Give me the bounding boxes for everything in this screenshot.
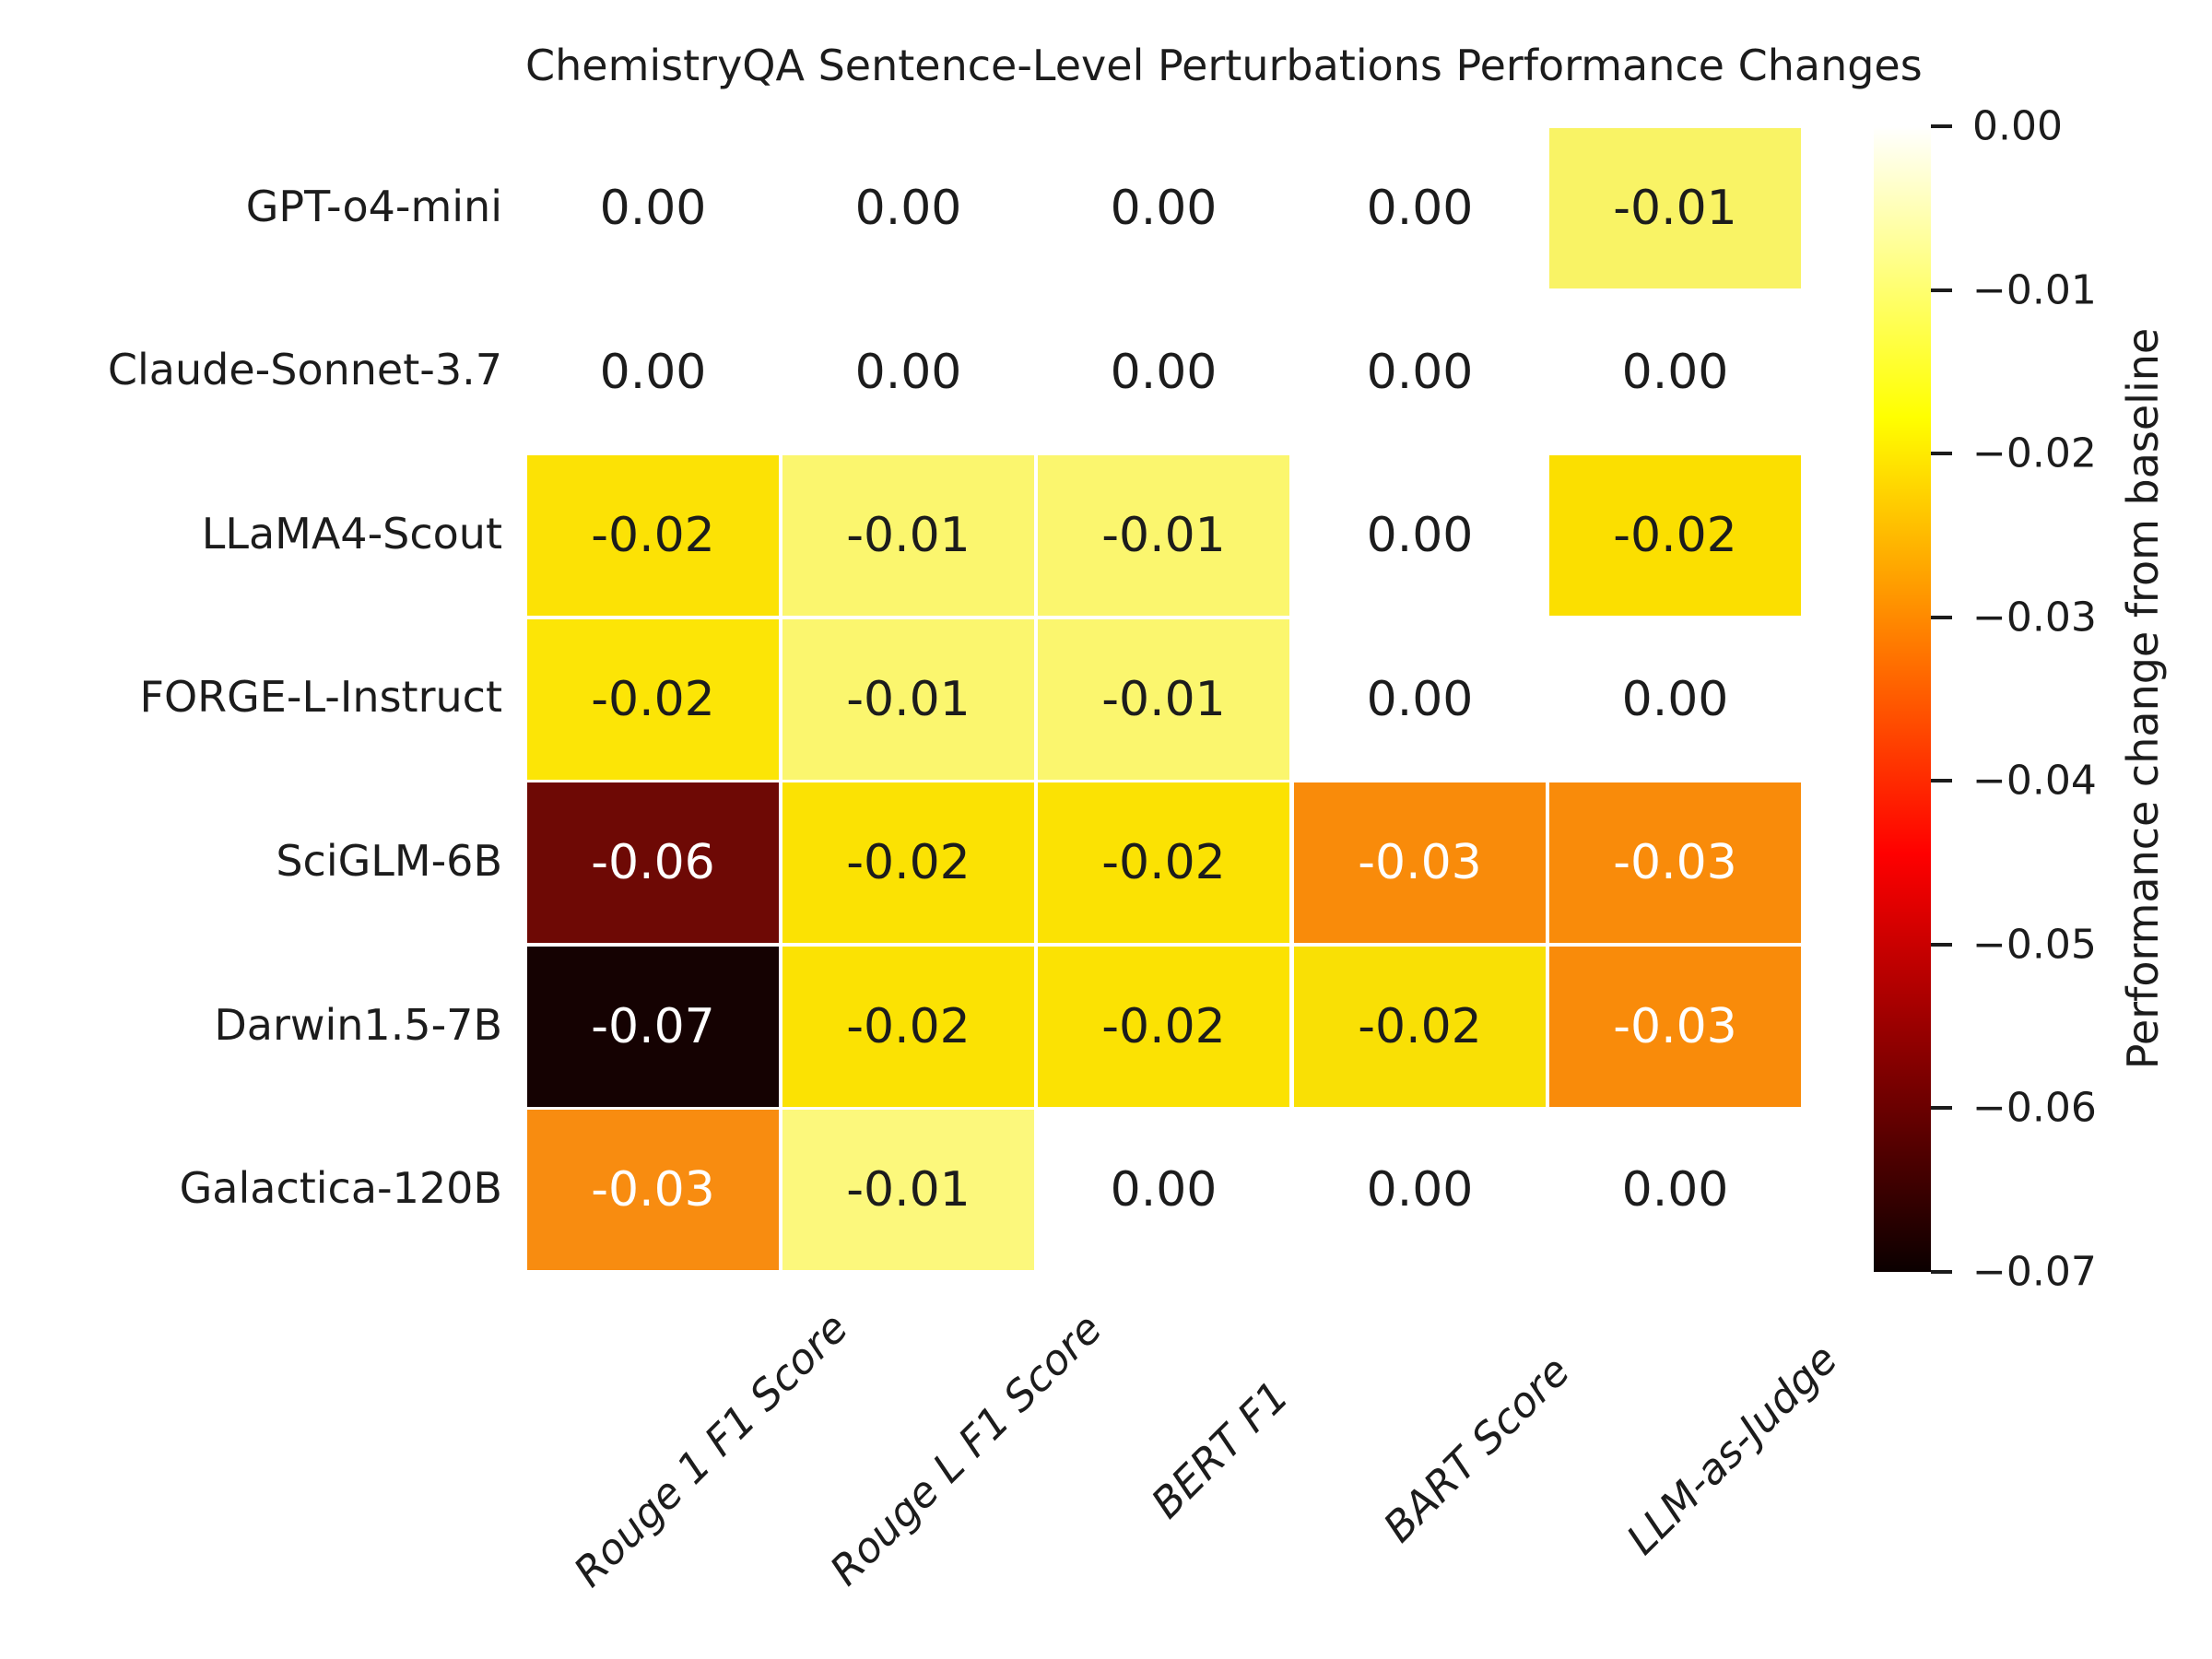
heatmap-cell: 0.00: [1549, 292, 1801, 453]
heatmap-cell: -0.02: [782, 782, 1034, 943]
colorbar-tick-label: −0.07: [1972, 1248, 2097, 1296]
heatmap-cell: 0.00: [1549, 619, 1801, 780]
heatmap-cell: 0.00: [527, 292, 779, 453]
row-label: LLaMA4-Scout: [201, 509, 502, 559]
heatmap-cell: -0.01: [1038, 455, 1289, 616]
column-label: BART Score: [1373, 1347, 1580, 1552]
heatmap-cell: 0.00: [1549, 1110, 1801, 1270]
heatmap-cell: -0.01: [782, 619, 1034, 780]
heatmap-cell: -0.03: [1549, 782, 1801, 943]
heatmap-cell: -0.02: [1038, 782, 1289, 943]
colorbar-tick-label: 0.00: [1972, 102, 2063, 150]
column-label: Rouge 1 F1 Score: [564, 1303, 858, 1596]
row-label: Galactica-120B: [179, 1163, 502, 1213]
row-label: SciGLM-6B: [276, 836, 502, 886]
heatmap-cell: -0.02: [527, 619, 779, 780]
colorbar-tick-label: −0.04: [1972, 757, 2097, 805]
heatmap-cell: -0.01: [782, 1110, 1034, 1270]
colorbar-tick-mark: [1931, 779, 1952, 782]
colorbar-tick-mark: [1931, 1106, 1952, 1110]
heatmap-cell: 0.00: [1294, 455, 1546, 616]
colorbar-tick-mark: [1931, 288, 1952, 292]
heatmap-cell: 0.00: [1038, 292, 1289, 453]
column-label: BERT F1: [1142, 1371, 1299, 1528]
row-label: GPT-o4-mini: [245, 182, 502, 231]
heatmap-cell: -0.07: [527, 947, 779, 1107]
heatmap-cell: -0.02: [1038, 947, 1289, 1107]
heatmap-cell: -0.03: [527, 1110, 779, 1270]
chart-title: ChemistryQA Sentence-Level Perturbations…: [525, 41, 1923, 90]
heatmap-cell: 0.00: [1294, 128, 1546, 288]
colorbar-tick-label: −0.03: [1972, 594, 2097, 641]
heatmap-cell: -0.02: [1294, 947, 1546, 1107]
colorbar-tick-label: −0.06: [1972, 1084, 2097, 1132]
heatmap-cell: 0.00: [1294, 292, 1546, 453]
heatmap-cell: 0.00: [782, 292, 1034, 453]
heatmap-cell: -0.06: [527, 782, 779, 943]
row-label: Claude-Sonnet-3.7: [107, 345, 502, 394]
heatmap-cell: -0.02: [782, 947, 1034, 1107]
column-label: Rouge L F1 Score: [820, 1304, 1112, 1595]
heatmap-cell: 0.00: [1038, 128, 1289, 288]
heatmap-cell: -0.03: [1549, 947, 1801, 1107]
row-label: Darwin1.5-7B: [214, 1000, 502, 1050]
heatmap-cell: 0.00: [1294, 619, 1546, 780]
heatmap-cell: -0.01: [782, 455, 1034, 616]
colorbar-tick-mark: [1931, 452, 1952, 455]
heatmap-cell: 0.00: [782, 128, 1034, 288]
heatmap-cell: 0.00: [527, 128, 779, 288]
column-label: LLM-as-Judge: [1617, 1335, 1847, 1564]
row-label: FORGE-L-Instruct: [139, 672, 502, 722]
heatmap-cell: -0.03: [1294, 782, 1546, 943]
colorbar-tick-label: −0.01: [1972, 266, 2097, 314]
colorbar-tick-mark: [1931, 1270, 1952, 1274]
heatmap-cell: 0.00: [1038, 1110, 1289, 1270]
colorbar-axis-label: Performance change from baseline: [2118, 327, 2168, 1070]
heatmap-cell: 0.00: [1294, 1110, 1546, 1270]
colorbar-tick-mark: [1931, 943, 1952, 947]
colorbar-tick-mark: [1931, 124, 1952, 128]
heatmap-cell: -0.01: [1038, 619, 1289, 780]
colorbar-tick-mark: [1931, 616, 1952, 619]
colorbar-tick-label: −0.02: [1972, 429, 2097, 477]
heatmap-cell: -0.02: [1549, 455, 1801, 616]
heatmap-cell: -0.02: [527, 455, 779, 616]
heatmap-cell: -0.01: [1549, 128, 1801, 288]
colorbar-gradient: [1874, 126, 1931, 1272]
colorbar-tick-label: −0.05: [1972, 921, 2097, 969]
